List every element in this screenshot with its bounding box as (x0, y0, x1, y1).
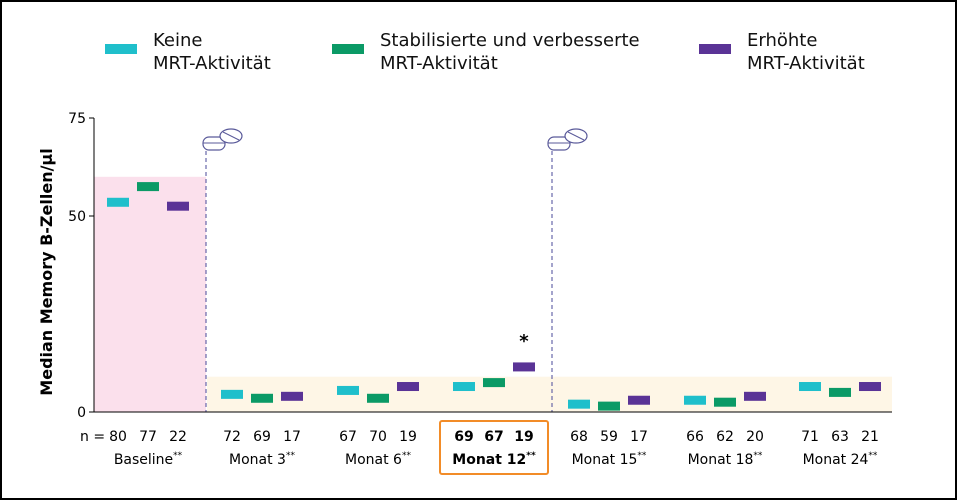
data-mark-series2-group1 (281, 391, 303, 401)
data-mark-series0-group4 (568, 399, 590, 409)
y-tick-label-50: 50 (68, 209, 86, 225)
treatment-band (207, 376, 892, 412)
annotation-asterisk: * (519, 331, 529, 352)
group-label-3: Monat 12** (452, 451, 536, 468)
data-mark-series1-group0 (137, 182, 159, 192)
n-label-group0-0: 80 (109, 429, 127, 445)
group-label-1: Monat 3** (229, 451, 295, 468)
data-mark-series0-group1 (221, 389, 243, 399)
y-axis-label: Median Memory B-Zellen/µl (37, 148, 56, 395)
group-label-5: Monat 18** (688, 451, 763, 468)
group-label-0: Baseline** (114, 451, 183, 468)
legend-label-erhoeht: Erhöhte MRT-Aktivität (747, 30, 865, 74)
n-prefix-label: n = (80, 429, 105, 445)
legend-item-keine: Keine MRT-Aktivität (105, 29, 271, 75)
medication-pill-icon-1-tablet-line (222, 131, 240, 141)
data-mark-series1-group1 (251, 393, 273, 403)
n-label-group0-1: 77 (139, 429, 157, 445)
legend-label-keine: Keine MRT-Aktivität (153, 30, 271, 74)
group-label-6: Monat 24** (803, 451, 878, 468)
n-label-group5-0: 66 (686, 429, 704, 445)
data-mark-series2-group4 (628, 395, 650, 405)
n-label-group4-2: 17 (630, 429, 648, 445)
legend-swatch-stabilisiert (332, 44, 364, 54)
data-mark-series2-group2 (397, 382, 419, 392)
data-mark-series1-group5 (714, 397, 736, 407)
data-mark-series0-group6 (799, 382, 821, 392)
data-mark-series2-group3 (513, 362, 535, 372)
baseline-band (94, 176, 206, 412)
n-label-group2-0: 67 (339, 429, 357, 445)
n-label-group5-1: 62 (716, 429, 734, 445)
n-label-group4-0: 68 (570, 429, 588, 445)
y-tick-label-0: 0 (77, 405, 86, 421)
highlight-box-monat-12 (439, 420, 549, 475)
data-mark-series0-group0 (107, 197, 129, 207)
medication-pill-icon-1 (202, 128, 243, 151)
n-label-group6-2: 21 (861, 429, 879, 445)
data-mark-series0-group2 (337, 385, 359, 395)
data-mark-series0-group5 (684, 395, 706, 405)
n-label-group5-2: 20 (746, 429, 764, 445)
medication-pill-icon-2-tablet-line (567, 131, 585, 141)
legend-item-erhoeht: Erhöhte MRT-Aktivität (699, 29, 865, 75)
n-label-group2-1: 70 (369, 429, 387, 445)
n-label-group4-1: 59 (600, 429, 618, 445)
n-label-group6-1: 63 (831, 429, 849, 445)
data-mark-series1-group2 (367, 393, 389, 403)
n-label-group0-2: 22 (169, 429, 187, 445)
data-mark-series0-group3 (453, 382, 475, 392)
n-label-group3-2: 19 (514, 429, 533, 445)
n-label-group2-2: 19 (399, 429, 417, 445)
data-mark-series2-group0 (167, 201, 189, 211)
legend-item-stabilisiert: Stabilisierte und verbesserte MRT-Aktivi… (332, 29, 640, 75)
data-mark-series1-group3 (483, 378, 505, 388)
data-mark-series2-group5 (744, 391, 766, 401)
n-label-group6-0: 71 (801, 429, 819, 445)
medication-pill-icon-2 (547, 128, 588, 151)
n-label-group3-1: 67 (484, 429, 503, 445)
legend-label-stabilisiert: Stabilisierte und verbesserte MRT-Aktivi… (380, 30, 640, 74)
n-label-group3-0: 69 (454, 429, 473, 445)
group-label-2: Monat 6** (345, 451, 411, 468)
legend-swatch-keine (105, 44, 137, 54)
data-mark-series1-group4 (598, 401, 620, 411)
y-tick-label-75: 75 (68, 111, 86, 127)
data-mark-series2-group6 (859, 382, 881, 392)
data-mark-series1-group6 (829, 387, 851, 397)
legend-swatch-erhoeht (699, 44, 731, 54)
group-label-4: Monat 15** (572, 451, 647, 468)
n-label-group1-1: 69 (253, 429, 271, 445)
n-label-group1-2: 17 (283, 429, 301, 445)
n-label-group1-0: 72 (223, 429, 241, 445)
